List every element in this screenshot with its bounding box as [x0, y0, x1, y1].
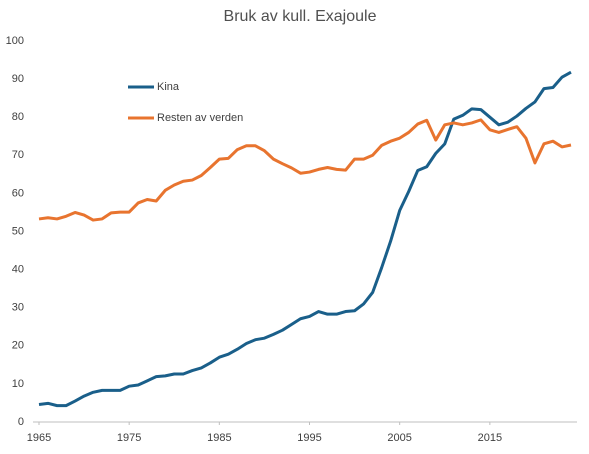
legend-label: Kina — [157, 81, 180, 93]
x-tick-label: 2015 — [478, 432, 502, 444]
chart-title: Bruk av kull. Exajoule — [224, 8, 377, 25]
x-tick-label: 1985 — [207, 432, 231, 444]
y-tick-label: 50 — [12, 225, 24, 237]
x-tick-label: 1995 — [297, 432, 321, 444]
x-tick-label: 2005 — [387, 432, 411, 444]
y-tick-label: 80 — [12, 111, 24, 123]
y-tick-label: 40 — [12, 264, 24, 276]
x-tick-label: 1975 — [117, 432, 141, 444]
y-tick-label: 70 — [12, 149, 24, 161]
y-tick-label: 100 — [6, 35, 24, 47]
y-tick-label: 0 — [18, 416, 24, 428]
y-tick-label: 60 — [12, 187, 24, 199]
y-tick-label: 30 — [12, 302, 24, 314]
y-tick-label: 10 — [12, 378, 24, 390]
legend-label: Resten av verden — [157, 112, 243, 124]
y-tick-label: 20 — [12, 340, 24, 352]
y-tick-label: 90 — [12, 73, 24, 85]
line-series — [38, 118, 572, 222]
line-series — [38, 70, 572, 408]
x-tick-label: 1965 — [27, 432, 51, 444]
